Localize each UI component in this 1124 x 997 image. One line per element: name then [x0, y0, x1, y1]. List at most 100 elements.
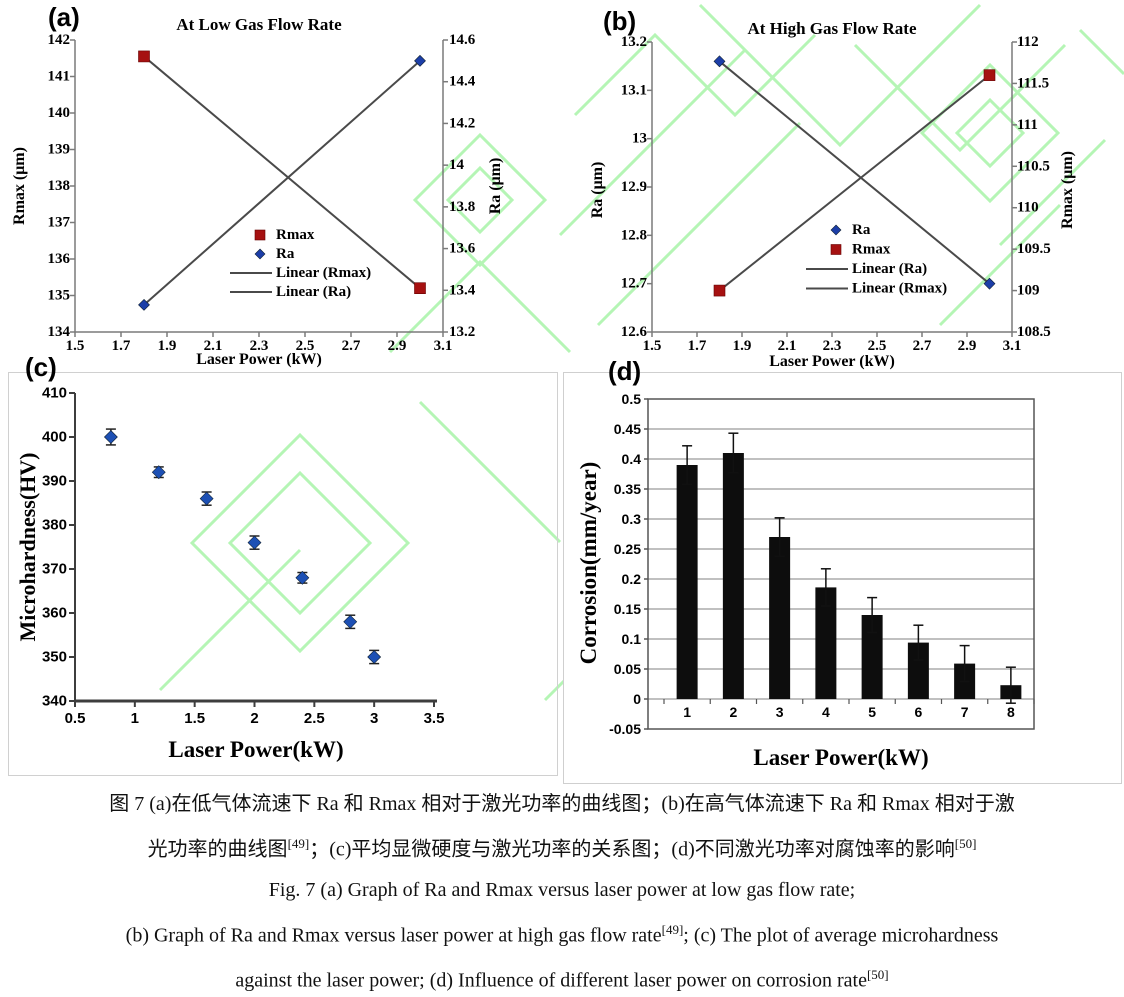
category-label: 6 — [914, 704, 922, 720]
watermark-shape — [938, 203, 1062, 327]
data-point-marker — [343, 614, 358, 629]
y-axis-title: Microhardness(HV) — [15, 452, 40, 641]
tick-label: 112 — [1017, 34, 1039, 50]
chart-d-canvas: -0.05 0 0.05 0.1 0.15 0.2 0.25 0.3 0.35 0.4 0.45 0.… — [576, 391, 1035, 770]
category-label: 7 — [961, 704, 969, 720]
caption-line-4: (b) Graph of Ra and Rmax versus laser po… — [0, 910, 1124, 956]
caption-text: 图 7 (a)在低气体流速下 Ra 和 Rmax 相对于激光功率的曲线图；(b)… — [109, 793, 1015, 815]
chart-title: At High Gas Flow Rate — [747, 19, 917, 38]
tick-label: 138 — [48, 178, 71, 194]
tick-label: 1.7 — [688, 338, 707, 354]
tick-label: 2.5 — [304, 710, 325, 727]
tick-label: 13 — [632, 131, 647, 147]
caption-line-2: 光功率的曲线图[49]；(c)平均显微硬度与激光功率的关系图；(d)不同激光功率… — [0, 824, 1124, 870]
data-point-marker — [983, 277, 996, 290]
category-label: 3 — [776, 704, 784, 720]
tick-label: 12.8 — [621, 227, 647, 243]
tick-label: 0.35 — [614, 481, 641, 497]
tick-label: 110 — [1017, 200, 1039, 216]
tick-label: 2.9 — [388, 338, 407, 354]
data-point-marker — [138, 50, 150, 63]
tick-label: 370 — [42, 561, 67, 578]
x-axis-title: Laser Power (kW) — [196, 351, 322, 368]
data-point-marker — [830, 244, 842, 255]
panel-label-c: (c) — [25, 352, 57, 382]
category-label: 8 — [1007, 704, 1015, 720]
tick-label: 13.4 — [449, 282, 476, 298]
data-point-marker — [983, 69, 996, 81]
legend-label: Linear (Rmax) — [852, 281, 947, 297]
data-point-marker — [254, 248, 266, 260]
y-axis-title: Corrosion(mm/year) — [576, 462, 601, 665]
panel-label-b: (b) — [603, 6, 637, 36]
tick-label: 1.5 — [66, 338, 85, 354]
tick-label: 2.9 — [958, 338, 977, 354]
watermark-shape — [412, 132, 548, 268]
tick-label: 1.9 — [158, 338, 177, 354]
tick-label: 2 — [250, 710, 258, 727]
caption-text: ; (c) The plot of average microhardness — [683, 924, 999, 947]
watermark-shape — [445, 165, 515, 235]
tick-label: 3 — [370, 710, 378, 727]
caption-text: (b) Graph of Ra and Rmax versus laser po… — [125, 924, 662, 947]
tick-label: 12.7 — [621, 276, 648, 292]
trend-line — [143, 60, 421, 306]
data-point-marker — [295, 570, 310, 585]
caption-reference: [50] — [954, 836, 977, 851]
tick-label: 2.5 — [868, 338, 887, 354]
legend-label: Linear (Rmax) — [276, 265, 371, 281]
tick-label: 13.6 — [449, 241, 476, 257]
tick-label: 3.5 — [424, 710, 445, 727]
tick-label: 350 — [42, 649, 67, 666]
bar — [815, 587, 837, 699]
trend-line — [718, 74, 991, 292]
data-point-marker — [367, 650, 382, 664]
tick-label: 108.5 — [1017, 324, 1051, 340]
tick-label: 136 — [48, 251, 71, 267]
y-axis-title-right: Ra (μm) — [487, 158, 504, 215]
tick-label: 340 — [42, 693, 67, 710]
x-axis-title: Laser Power(kW) — [753, 745, 928, 770]
data-point-marker — [151, 465, 166, 480]
tick-label: 109 — [1017, 283, 1040, 299]
caption-line-3: Fig. 7 (a) Graph of Ra and Rmax versus l… — [0, 870, 1124, 910]
tick-label: 0 — [633, 691, 641, 707]
tick-label: 1.9 — [733, 338, 752, 354]
legend-label: Rmax — [852, 242, 891, 258]
tick-label: 0.2 — [622, 571, 642, 587]
y-axis-title-left: Ra (μm) — [589, 162, 606, 219]
tick-label: 12.6 — [621, 324, 648, 340]
bar — [722, 453, 744, 699]
tick-label: 12.9 — [621, 179, 647, 195]
tick-label: 141 — [48, 69, 71, 85]
chart-c-canvas: 340 350 360 370 380 390 400 410 0.5 1 1.5 2 2.5 3 3.5 L… — [15, 385, 445, 763]
watermark-shape — [998, 138, 1107, 247]
trend-line — [718, 60, 991, 285]
watermark-shape — [189, 432, 411, 654]
tick-label: 0.25 — [614, 541, 641, 557]
chart-title: At Low Gas Flow Rate — [176, 15, 342, 34]
bar — [861, 615, 883, 699]
tick-label: 2.1 — [778, 338, 797, 354]
tick-label: 1.7 — [112, 338, 131, 354]
panel-label-d: (d) — [608, 356, 642, 386]
tick-label: 0.05 — [614, 661, 641, 677]
bar — [907, 642, 929, 699]
x-axis-title: Laser Power(kW) — [168, 737, 343, 762]
tick-label: 140 — [48, 105, 71, 121]
watermark-shape — [227, 470, 373, 616]
category-label: 5 — [868, 704, 876, 720]
data-point-marker — [414, 282, 426, 295]
watermark-shape — [418, 400, 562, 544]
tick-label: 0.1 — [622, 631, 642, 647]
tick-label: 0.15 — [614, 601, 641, 617]
caption-text: Fig. 7 (a) Graph of Ra and Rmax versus l… — [268, 878, 856, 901]
data-point-marker — [830, 224, 842, 236]
tick-label: 2.3 — [250, 338, 269, 354]
legend-label: Ra — [852, 222, 871, 238]
data-point-marker — [713, 284, 726, 297]
tick-label: 0.45 — [614, 421, 641, 437]
tick-label: 2.5 — [296, 338, 315, 354]
legend-label: Ra — [276, 246, 295, 262]
